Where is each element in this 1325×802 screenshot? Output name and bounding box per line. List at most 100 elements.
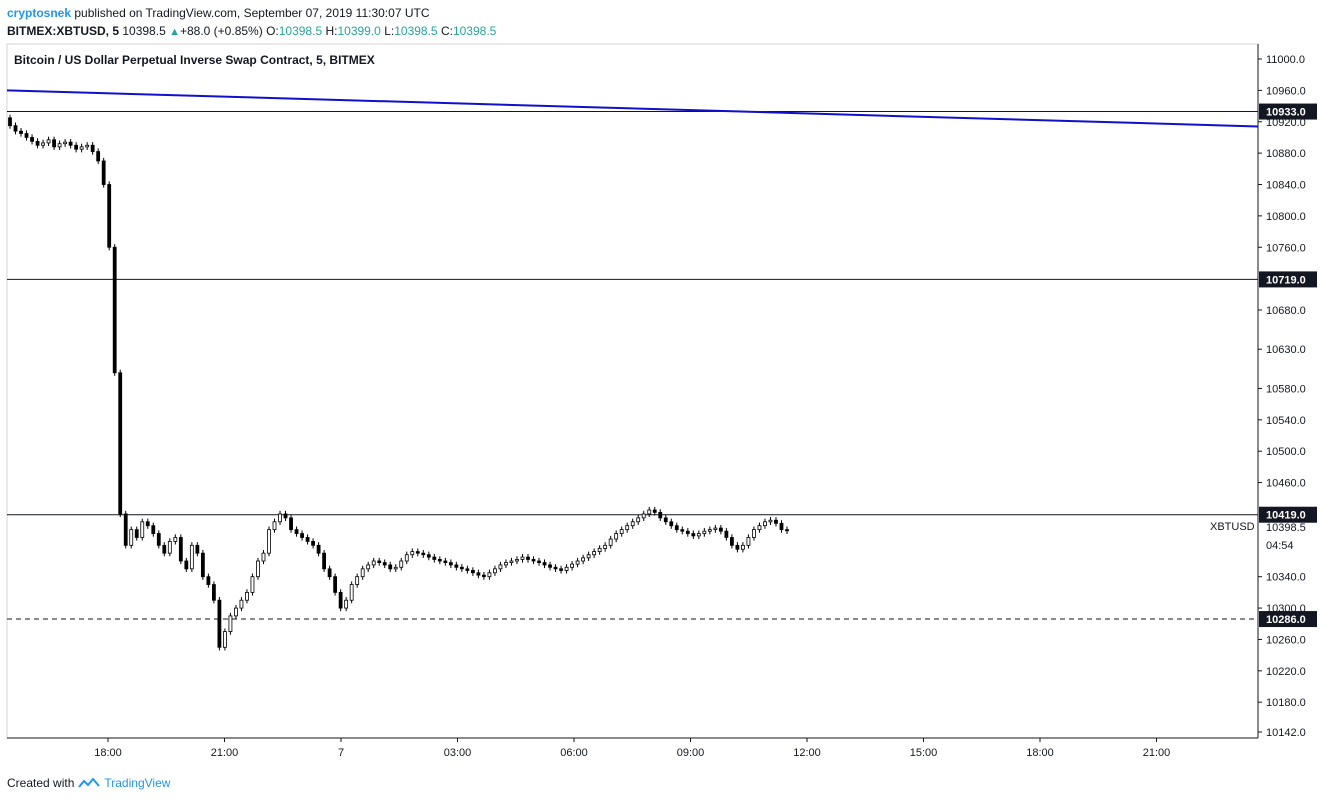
candle-body <box>178 537 183 562</box>
candle-body <box>707 529 712 532</box>
candle-body <box>680 529 685 532</box>
candle-body <box>101 160 106 185</box>
candle-body <box>118 372 123 515</box>
y-tick-label: 10142.0 <box>1266 727 1306 739</box>
horizontal-price-lines <box>7 111 1258 620</box>
candle-body <box>134 529 139 538</box>
candle-body <box>647 509 652 515</box>
chart-header: cryptosnek published on TradingView.com,… <box>7 4 496 41</box>
x-tick-label: 7 <box>338 747 344 759</box>
close-label: C: <box>440 24 453 38</box>
bar-countdown: 04:54 <box>1266 540 1294 552</box>
candle-body <box>493 568 497 574</box>
candle-body <box>702 530 707 534</box>
candle-body <box>74 144 79 150</box>
price-chart[interactable]: Bitcoin / US Dollar Perpetual Inverse Sw… <box>0 0 1325 770</box>
candle-body <box>586 554 591 559</box>
candle-body <box>156 533 161 546</box>
candle-body <box>741 544 745 550</box>
candle-body <box>107 184 112 248</box>
candle-body <box>19 130 23 134</box>
close-value: 10398.5 <box>452 24 497 38</box>
candle-body <box>393 566 398 570</box>
candle-body <box>211 584 216 601</box>
candle-body <box>520 556 525 560</box>
candle-body <box>256 560 260 578</box>
candle-body <box>603 544 608 549</box>
candle-body <box>333 576 338 593</box>
last-price: 10398.5 <box>122 24 166 38</box>
candle-body <box>470 570 475 574</box>
tradingview-logo-icon <box>78 777 101 788</box>
candle-body <box>344 599 349 609</box>
plot-area[interactable] <box>6 43 1259 739</box>
low-value: 10398.5 <box>394 24 438 38</box>
candle-body <box>278 513 282 523</box>
price-line-tag <box>1259 506 1317 523</box>
y-tick-label: 10680.0 <box>1266 305 1306 317</box>
candle-body <box>261 552 266 562</box>
candle-body <box>509 560 514 563</box>
candle-body <box>476 572 481 576</box>
trend-line[interactable] <box>6 89 1259 128</box>
candle-body <box>189 544 194 570</box>
x-tick-label: 12:00 <box>793 747 821 759</box>
price-change: +88.0 (+0.85%) <box>179 24 263 38</box>
y-tick-label: 10180.0 <box>1266 697 1306 709</box>
candle-body <box>30 137 34 142</box>
candle-body <box>752 529 756 538</box>
author-link[interactable]: cryptosnek <box>7 6 72 20</box>
price-line-value: 10419.0 <box>1266 510 1306 522</box>
candle-body <box>630 521 635 527</box>
candle-body <box>200 552 205 578</box>
candle-body <box>575 560 580 565</box>
x-tick-label: 21:00 <box>1143 747 1171 759</box>
publish-line: cryptosnek published on TradingView.com,… <box>7 4 496 22</box>
candle-body <box>349 584 354 601</box>
candle-body <box>140 521 145 538</box>
candle-body <box>57 143 62 148</box>
candle-body <box>24 133 29 138</box>
candle-body <box>559 568 563 571</box>
candle-body <box>432 556 437 560</box>
candle-body <box>294 529 299 534</box>
x-tick-label: 03:00 <box>444 747 472 759</box>
candle-body <box>272 521 277 531</box>
candle-body <box>129 529 134 546</box>
candles-group <box>8 114 789 651</box>
candle-body <box>217 599 222 648</box>
candle-body <box>652 509 657 513</box>
candle-body <box>250 576 255 593</box>
candle-body <box>305 537 310 542</box>
candle-body <box>713 527 718 531</box>
candle-body <box>498 564 503 570</box>
candle-body <box>526 556 530 560</box>
candle-body <box>311 540 315 546</box>
candle-body <box>300 533 304 538</box>
candle-body <box>360 568 365 578</box>
candle-body <box>504 562 508 566</box>
candle-body <box>79 146 84 150</box>
candle-body <box>85 144 90 148</box>
candle-body <box>426 554 431 558</box>
x-tick-label: 18:00 <box>1026 747 1054 759</box>
created-with-label: Created with <box>7 776 75 790</box>
candle-body <box>112 246 117 374</box>
candle-body <box>151 525 156 534</box>
candle-body <box>437 559 442 562</box>
candle-body <box>167 540 172 554</box>
symbol-price-label: XBTUSD <box>1210 521 1255 533</box>
candle-body <box>696 533 701 537</box>
candle-body <box>531 559 536 562</box>
candle-body <box>404 554 409 562</box>
tradingview-brand-link[interactable]: TradingView <box>104 776 171 790</box>
candle-body <box>399 560 404 568</box>
candle-body <box>63 141 68 145</box>
candle-body <box>515 559 519 562</box>
candle-body <box>123 513 128 546</box>
low-label: L: <box>384 24 395 38</box>
candle-body <box>641 513 646 519</box>
y-tick-label: 10960.0 <box>1266 85 1306 97</box>
y-tick-label: 10880.0 <box>1266 148 1306 160</box>
candle-body <box>223 631 227 648</box>
